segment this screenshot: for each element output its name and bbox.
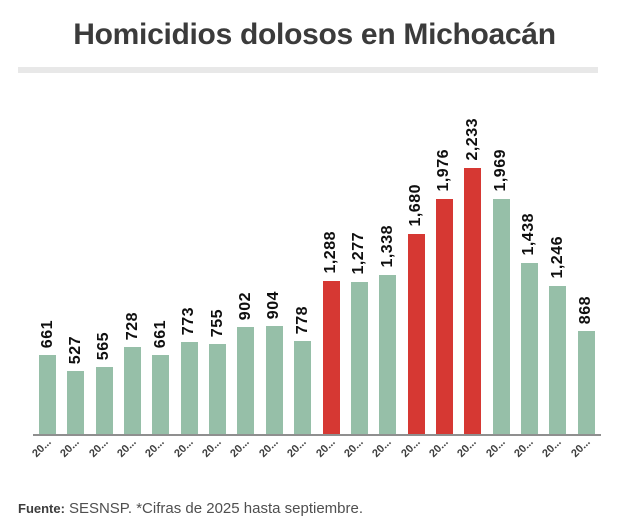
bar-value-label: 728 xyxy=(123,311,141,340)
x-axis-tick-label: 20... xyxy=(256,436,281,460)
bar-value-label: 565 xyxy=(95,331,113,360)
bar xyxy=(95,367,113,434)
bar-value-label: 1,277 xyxy=(350,232,368,275)
bar-value-label: 661 xyxy=(38,319,56,348)
bar xyxy=(407,234,425,434)
x-axis-line xyxy=(33,434,601,436)
bar xyxy=(124,347,142,434)
bar-value-label: 904 xyxy=(265,290,283,319)
bar-value-label: 868 xyxy=(577,295,595,324)
bar xyxy=(520,263,538,434)
bar-value-label: 661 xyxy=(151,319,169,348)
bar xyxy=(237,327,255,434)
bar-value-label: 773 xyxy=(180,306,198,335)
x-axis-tick-label: 20... xyxy=(143,436,168,460)
bar-value-label: 1,288 xyxy=(322,231,339,274)
title-divider xyxy=(18,67,598,73)
bar xyxy=(350,282,368,434)
bar xyxy=(577,331,595,434)
bar xyxy=(152,355,170,434)
bar-value-label: 1,976 xyxy=(435,149,453,192)
bar xyxy=(435,199,453,434)
bar xyxy=(322,281,340,434)
chart-title: Homicidios dolosos en Michoacán xyxy=(73,18,556,51)
x-axis-tick-label: 20... xyxy=(483,436,508,460)
x-axis-tick-label: 20... xyxy=(200,436,224,460)
x-axis-tick-label: 20... xyxy=(427,436,451,460)
bar xyxy=(492,199,510,434)
x-axis-tick-label: 20... xyxy=(540,436,565,460)
bar xyxy=(294,341,312,434)
bar-value-label: 902 xyxy=(236,291,254,320)
bar-value-label: 778 xyxy=(293,305,311,334)
bar xyxy=(549,286,567,434)
x-axis-tick-label: 20... xyxy=(228,436,253,460)
bar xyxy=(39,355,56,434)
source-text: SESNSP. *Cifras de 2025 hasta septiembre… xyxy=(68,500,364,517)
x-axis-tick-label: 20... xyxy=(115,436,139,460)
x-axis-tick-label: 20... xyxy=(171,436,196,460)
x-axis-tick-label: 20... xyxy=(455,436,480,460)
source-note: Fuente: SESNSP. *Cifras de 2025 hasta sep… xyxy=(18,500,618,518)
x-axis-tick-label: 20... xyxy=(30,436,54,460)
bar xyxy=(180,342,198,434)
x-axis-tick-label: 20... xyxy=(512,436,536,460)
bar-value-label: 1,438 xyxy=(520,213,538,256)
bar xyxy=(67,371,85,434)
x-axis-tick-label: 20... xyxy=(568,436,593,460)
x-axis-tick-label: 20... xyxy=(86,436,111,460)
x-axis-tick-label: 20... xyxy=(313,436,338,460)
x-axis-tick-label: 20... xyxy=(398,436,423,460)
bar xyxy=(464,168,482,434)
source-label: Fuente: xyxy=(18,501,65,516)
x-axis-tick-label: 20... xyxy=(342,436,366,460)
x-axis-tick-label: 20... xyxy=(370,436,394,460)
bar xyxy=(209,344,227,434)
bar-value-label: 1,680 xyxy=(407,184,425,227)
bar-value-label: 1,338 xyxy=(378,225,396,268)
x-axis-tick-label: 20... xyxy=(58,436,83,460)
bar-value-label: 1,969 xyxy=(492,149,510,192)
bar-value-label: 2,233 xyxy=(463,118,481,161)
bar-value-label: 755 xyxy=(208,308,226,337)
bar-value-label: 527 xyxy=(66,335,84,364)
bar xyxy=(265,326,283,434)
x-axis-tick-label: 20... xyxy=(285,436,309,460)
bar-value-label: 1,246 xyxy=(548,236,566,279)
bar xyxy=(379,275,397,434)
